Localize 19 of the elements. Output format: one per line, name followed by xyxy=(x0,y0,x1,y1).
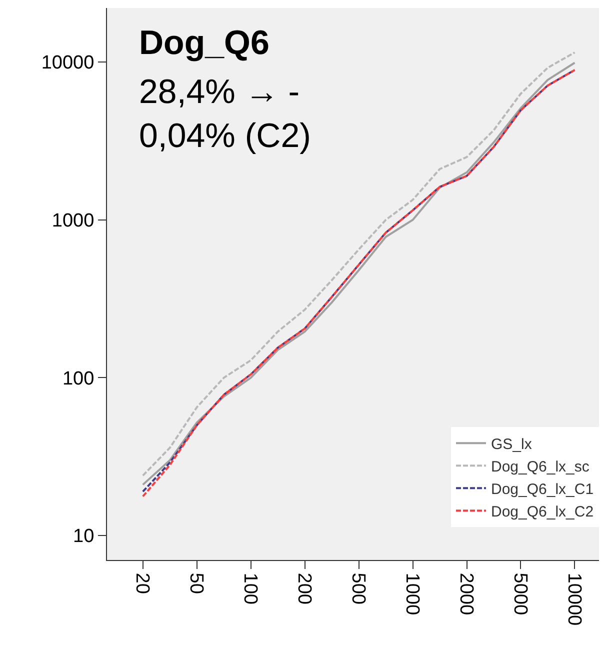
x-tick-label: 50 xyxy=(186,572,207,594)
legend-label: Dog_Q6_lx_C2 xyxy=(491,503,594,520)
x-tick-label: 5000 xyxy=(510,572,531,616)
x-tick-label: 20 xyxy=(132,572,153,594)
y-tick-label: 1000 xyxy=(52,210,94,232)
y-tick-label: 100 xyxy=(62,368,94,390)
x-tick-label: 200 xyxy=(294,572,315,605)
legend-label: GS_lx xyxy=(491,436,532,453)
x-tick-label: 500 xyxy=(348,572,369,605)
x-tick-label: 100 xyxy=(240,572,261,605)
legend-label: Dog_Q6_lx_C1 xyxy=(491,480,594,498)
legend-label: Dog_Q6_lx_sc xyxy=(491,458,590,476)
annotation: 28,4% → - 0,04% (C2) xyxy=(139,73,311,156)
annotation: Dog_Q6 xyxy=(139,24,270,62)
y-tick-label: 10 xyxy=(73,526,94,548)
x-tick-label: 10000 xyxy=(564,572,585,626)
x-tick-label: 2000 xyxy=(456,572,477,616)
y-tick-label: 10000 xyxy=(41,52,94,74)
x-tick-label: 1000 xyxy=(402,572,423,616)
